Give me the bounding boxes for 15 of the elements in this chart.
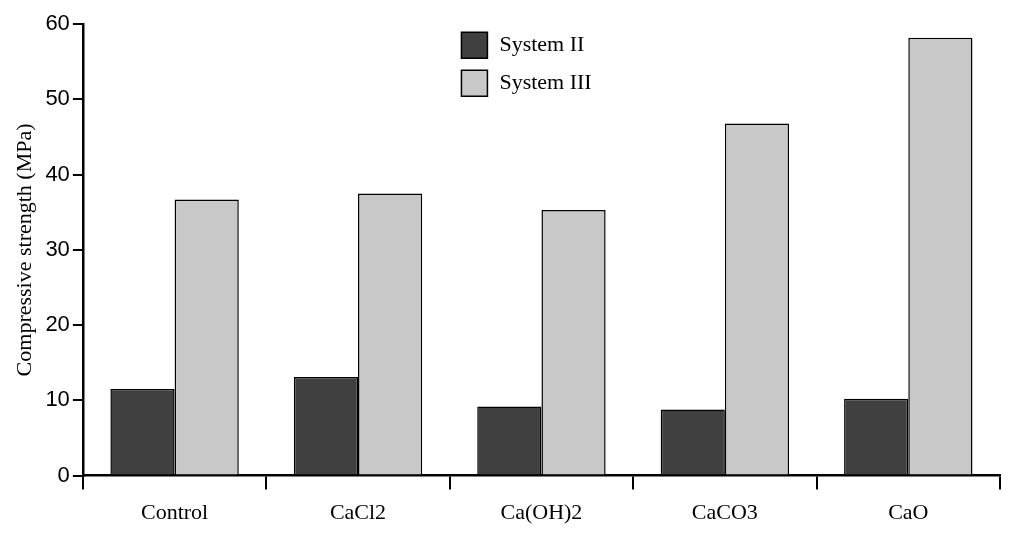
legend-label: System II [499,30,585,56]
x-tick-label: CaCl2 [329,498,387,524]
x-tick-label: CaCO3 [691,498,758,524]
y-tick-label: 10 [45,386,70,412]
x-tick-label: Ca(OH)2 [500,498,583,524]
x-tick-label: Control [140,498,209,524]
y-tick-label: 50 [45,85,70,111]
legend-label: System III [499,68,592,94]
y-tick-label: 20 [45,311,70,337]
y-tick-label: 40 [45,160,70,186]
y-tick-label: 60 [45,10,70,36]
y-tick-label: 30 [45,235,70,261]
x-tick-label: CaO [888,498,929,524]
y-tick-label: 0 [57,461,70,487]
y-axis-title: Compressive strength (MPa) [10,123,36,377]
